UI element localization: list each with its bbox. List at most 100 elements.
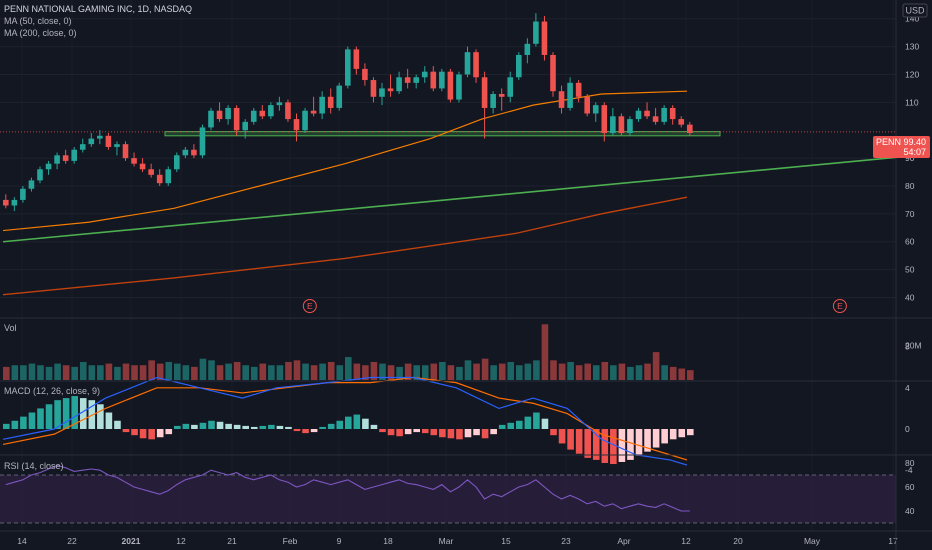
candle[interactable] (687, 124, 693, 134)
candle[interactable] (225, 107, 231, 120)
candle[interactable] (644, 110, 650, 117)
candle[interactable] (11, 199, 18, 206)
candle[interactable] (533, 21, 539, 44)
volume-pane[interactable] (3, 324, 694, 380)
candle[interactable] (421, 71, 428, 78)
macd-pane[interactable] (2, 376, 694, 466)
candle[interactable] (336, 85, 343, 108)
candle[interactable] (575, 82, 582, 97)
candle[interactable] (507, 77, 514, 97)
candle[interactable] (387, 88, 394, 92)
candle[interactable] (541, 21, 548, 55)
macd-legend[interactable]: MACD (12, 26, close, 9) (4, 386, 100, 396)
macd-hist-bar (71, 396, 78, 429)
candle[interactable] (362, 68, 368, 81)
candle[interactable] (28, 180, 35, 189)
candle[interactable] (413, 77, 419, 83)
candle[interactable] (345, 49, 351, 86)
candle[interactable] (558, 91, 565, 108)
macd-hist-bar (336, 420, 344, 429)
volume-bar (635, 365, 643, 380)
candle[interactable] (319, 96, 325, 114)
candle[interactable] (97, 135, 103, 139)
candle[interactable] (191, 149, 197, 156)
candle[interactable] (327, 96, 334, 108)
candle[interactable] (584, 96, 590, 114)
candle[interactable] (516, 54, 522, 78)
candle[interactable] (302, 110, 308, 131)
currency-button[interactable] (902, 3, 928, 18)
volume-legend[interactable]: Vol (4, 323, 17, 333)
candle[interactable] (122, 144, 129, 159)
candle[interactable] (601, 105, 608, 134)
candle[interactable] (139, 163, 146, 170)
candle[interactable] (404, 77, 411, 83)
candle[interactable] (54, 155, 60, 164)
rsi-pane[interactable] (0, 464, 896, 524)
candle[interactable] (62, 155, 69, 161)
candle[interactable] (268, 105, 274, 117)
candle[interactable] (618, 116, 625, 134)
candle[interactable] (379, 88, 385, 97)
candle[interactable] (550, 54, 556, 92)
trendline[interactable] (2, 154, 918, 243)
candle[interactable] (148, 169, 154, 175)
candle[interactable] (3, 199, 9, 206)
candle[interactable] (610, 116, 616, 134)
candle[interactable] (105, 135, 112, 147)
candle[interactable] (524, 43, 531, 55)
candle[interactable] (498, 93, 505, 97)
candle[interactable] (242, 121, 248, 131)
candle[interactable] (37, 169, 43, 181)
candle[interactable] (114, 144, 120, 147)
candle[interactable] (276, 102, 283, 106)
candle[interactable] (174, 155, 180, 170)
candle[interactable] (661, 107, 667, 122)
candle[interactable] (165, 169, 172, 184)
candle[interactable] (216, 110, 223, 120)
candle[interactable] (678, 119, 685, 125)
candle[interactable] (259, 110, 266, 117)
candle[interactable] (447, 71, 454, 100)
earnings-icon[interactable] (832, 299, 847, 313)
candle[interactable] (652, 116, 659, 122)
candle[interactable] (45, 163, 52, 170)
candle[interactable] (635, 110, 642, 120)
ma200-legend[interactable]: MA (200, close, 0) (4, 28, 77, 38)
candle[interactable] (250, 110, 257, 122)
candle[interactable] (396, 77, 402, 92)
candle[interactable] (156, 174, 163, 184)
candle[interactable] (627, 119, 633, 134)
candle[interactable] (370, 80, 377, 97)
candle[interactable] (71, 149, 77, 161)
candle[interactable] (592, 105, 599, 114)
candle[interactable] (20, 188, 26, 200)
candle[interactable] (490, 93, 496, 108)
candle[interactable] (79, 144, 86, 150)
candle[interactable] (199, 127, 206, 156)
candle[interactable] (481, 77, 488, 108)
candle[interactable] (473, 52, 479, 78)
candle[interactable] (464, 52, 471, 75)
candle[interactable] (310, 110, 317, 114)
candle[interactable] (88, 138, 95, 145)
candle[interactable] (567, 82, 573, 108)
volume-bar (550, 360, 557, 380)
candle[interactable] (182, 149, 189, 156)
candle[interactable] (131, 158, 137, 164)
candle[interactable] (353, 49, 360, 69)
candle[interactable] (439, 71, 445, 89)
candle[interactable] (208, 110, 214, 128)
earnings-icon[interactable] (302, 299, 317, 313)
candle[interactable] (233, 107, 240, 131)
candle[interactable] (285, 102, 291, 120)
candle[interactable] (456, 74, 462, 100)
candle[interactable] (430, 71, 437, 89)
candle[interactable] (669, 107, 676, 120)
candle[interactable] (293, 119, 300, 131)
symbol-title[interactable]: PENN NATIONAL GAMING INC, 1D, NASDAQ (4, 4, 192, 14)
rsi-legend[interactable]: RSI (14, close) (4, 461, 64, 471)
ma50-legend[interactable]: MA (50, close, 0) (4, 16, 72, 26)
